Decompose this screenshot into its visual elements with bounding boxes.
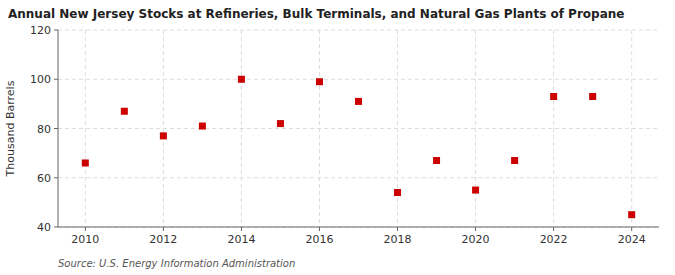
x-axis-line bbox=[58, 227, 659, 228]
y-tick-label: 120 bbox=[30, 24, 51, 37]
x-tick-label: 2020 bbox=[462, 233, 490, 246]
point bbox=[199, 123, 206, 130]
title: Annual New Jersey Stocks at Refineries, … bbox=[8, 7, 624, 21]
y-tick bbox=[54, 177, 58, 178]
x-tick bbox=[163, 227, 164, 231]
point bbox=[160, 132, 167, 139]
x-grid-line bbox=[319, 30, 320, 227]
x-tick bbox=[475, 227, 476, 231]
x-tick-label: 2010 bbox=[71, 233, 99, 246]
y-tick-label: 60 bbox=[37, 172, 51, 185]
y-tick bbox=[54, 128, 58, 129]
x-tick-label: 2014 bbox=[227, 233, 255, 246]
y-tick bbox=[54, 30, 58, 31]
point bbox=[277, 120, 284, 127]
y-tick-label: 100 bbox=[30, 73, 51, 86]
y-axis-label: Thousand Barrels bbox=[4, 80, 17, 177]
x-tick bbox=[319, 227, 320, 231]
point bbox=[550, 93, 557, 100]
x-tick-label: 2022 bbox=[540, 233, 568, 246]
y-grid-line bbox=[58, 30, 659, 31]
x-grid-line bbox=[397, 30, 398, 227]
y-tick-label: 80 bbox=[37, 123, 51, 136]
x-tick bbox=[631, 227, 632, 231]
source-note: Source: U.S. Energy Information Administ… bbox=[58, 258, 295, 269]
x-tick bbox=[397, 227, 398, 231]
x-tick bbox=[553, 227, 554, 231]
x-grid-line bbox=[163, 30, 164, 227]
y-grid-line bbox=[58, 128, 659, 129]
y-tick bbox=[54, 79, 58, 80]
point bbox=[121, 108, 128, 115]
y-tick bbox=[54, 227, 58, 228]
y-grid-line bbox=[58, 227, 659, 228]
grid bbox=[58, 30, 659, 227]
y-grid-line bbox=[58, 177, 659, 178]
x-tick-label: 2012 bbox=[149, 233, 177, 246]
x-grid-line bbox=[553, 30, 554, 227]
points bbox=[82, 76, 635, 218]
x-grid-line bbox=[475, 30, 476, 227]
point bbox=[628, 211, 635, 218]
x-grid-line bbox=[85, 30, 86, 227]
point bbox=[511, 157, 518, 164]
point bbox=[394, 189, 401, 196]
chart: 2010 2012 2014 2016 2018 2020 2022 2024 40 60 80 10… bbox=[0, 0, 675, 275]
x-tick bbox=[241, 227, 242, 231]
x-tick-label: 2024 bbox=[618, 233, 646, 246]
x-tick bbox=[85, 227, 86, 231]
point bbox=[433, 157, 440, 164]
point bbox=[472, 187, 479, 194]
y-grid-line bbox=[58, 79, 659, 80]
x-tick-label: 2018 bbox=[384, 233, 412, 246]
point bbox=[238, 76, 245, 83]
point bbox=[316, 78, 323, 85]
point bbox=[589, 93, 596, 100]
x-grid-line bbox=[631, 30, 632, 227]
y-tick-label: 40 bbox=[37, 221, 51, 234]
point bbox=[355, 98, 362, 105]
x-grid-line bbox=[241, 30, 242, 227]
point bbox=[82, 159, 89, 166]
x-tick-label: 2016 bbox=[305, 233, 333, 246]
